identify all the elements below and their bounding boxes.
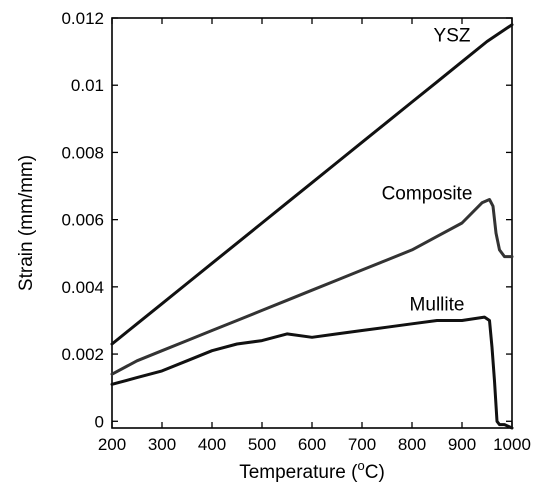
x-tick-label: 300 xyxy=(148,435,176,454)
series-line-composite xyxy=(110,198,514,376)
x-tick-label: 800 xyxy=(398,435,426,454)
x-axis-ticks: 200 300 400 500 600 700 800 900 1000 xyxy=(98,18,531,454)
series-line-ysz xyxy=(110,23,514,346)
y-tick-label: 0.002 xyxy=(61,345,104,364)
series-labels: YSZ Composite Mullite xyxy=(382,26,473,316)
series-lines xyxy=(110,23,514,430)
y-tick-label: 0.012 xyxy=(61,9,104,28)
x-tick-label: 200 xyxy=(98,435,126,454)
y-tick-label: 0 xyxy=(95,412,104,431)
x-tick-label: 700 xyxy=(348,435,376,454)
x-tick-label: 900 xyxy=(448,435,476,454)
x-axis-title: Temperature (oC) xyxy=(239,458,385,483)
x-tick-label: 600 xyxy=(298,435,326,454)
series-label-ysz: YSZ xyxy=(434,26,471,47)
y-axis-ticks: 0 0.002 0.004 0.006 0.008 0.01 0.012 xyxy=(61,9,512,431)
y-tick-label: 0.004 xyxy=(61,278,104,297)
y-tick-label: 0.008 xyxy=(61,143,104,162)
y-tick-label: 0.01 xyxy=(71,76,104,95)
y-axis-title: Strain (mm/mm) xyxy=(16,155,37,291)
y-tick-label: 0.006 xyxy=(61,211,104,230)
x-tick-label: 400 xyxy=(198,435,226,454)
series-label-mullite: Mullite xyxy=(410,294,465,315)
series-label-composite: Composite xyxy=(382,183,473,204)
x-tick-label: 1000 xyxy=(493,435,531,454)
x-tick-label: 500 xyxy=(248,435,276,454)
series-line-mullite xyxy=(110,315,514,430)
